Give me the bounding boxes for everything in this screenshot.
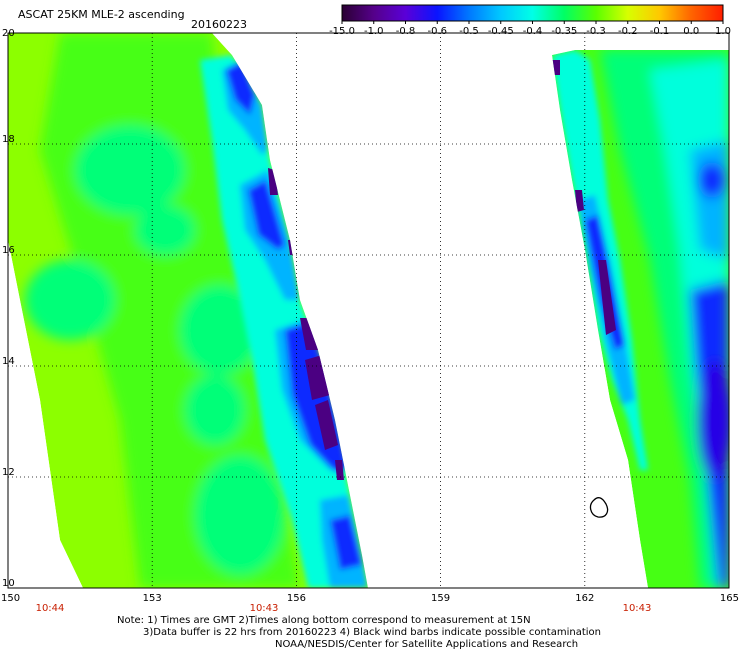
colorbar-tick-label: 1.0: [715, 26, 731, 37]
colorbar-tick-label: -0.2: [618, 26, 638, 37]
colorbar-legend: -15.0 -1.0 -0.8 -0.6 -0.5 -0.45 -0.4 -0.35 -0.3 -…: [329, 4, 731, 37]
chart-date: 20160223: [191, 18, 247, 31]
lon-tick-label: 165: [720, 593, 739, 604]
colorbar-tick-label: -1.0: [364, 26, 384, 37]
colorbar-tick-label: -0.4: [523, 26, 543, 37]
colorbar-tick-label: -15.0: [329, 26, 355, 37]
note-line-1: Note: 1) Times are GMT 2)Times along bot…: [117, 615, 531, 626]
colorbar-tick-label: -0.45: [488, 26, 514, 37]
map-plot: 150 153 156 159 162 165 20 18 16 14 12 10 10:44 10:43…: [1, 28, 739, 614]
colorbar-tick-label: 0.0: [683, 26, 699, 37]
colorbar-gradient: [342, 5, 723, 21]
colorbar-tick-label: -0.35: [551, 26, 577, 37]
lon-tick-label: 159: [431, 593, 450, 604]
note-line-2: 3)Data buffer is 22 hrs from 20160223 4)…: [143, 627, 601, 638]
map-frame: [7, 32, 730, 589]
colorbar-tick-label: -0.5: [459, 26, 479, 37]
pass-time-label: 10:43: [623, 603, 652, 614]
colorbar-tick-label: -0.8: [396, 26, 416, 37]
lon-tick-label: 162: [575, 593, 594, 604]
colorbar-tick-label: -0.6: [427, 26, 447, 37]
right-swath: [552, 50, 729, 588]
lat-tick-label: 18: [2, 134, 15, 145]
lon-tick-label: 150: [1, 593, 20, 604]
lon-tick-label: 153: [143, 593, 162, 604]
lat-tick-label: 20: [2, 28, 15, 39]
pass-time-label: 10:43: [250, 603, 279, 614]
colorbar-tick-label: -0.3: [586, 26, 606, 37]
left-swath: [8, 33, 368, 588]
island-outline: [589, 497, 609, 518]
lat-tick-label: 14: [2, 356, 15, 367]
colorbar-tick-label: -0.1: [650, 26, 670, 37]
lat-tick-label: 16: [2, 245, 15, 256]
note-line-3: NOAA/NESDIS/Center for Satellite Applica…: [275, 639, 579, 650]
map-grid: [8, 33, 729, 588]
lat-tick-label: 10: [2, 578, 15, 589]
chart-title: ASCAT 25KM MLE-2 ascending: [18, 8, 185, 21]
lon-tick-label: 156: [287, 593, 306, 604]
lat-tick-label: 12: [2, 467, 15, 478]
pass-time-label: 10:44: [36, 603, 65, 614]
